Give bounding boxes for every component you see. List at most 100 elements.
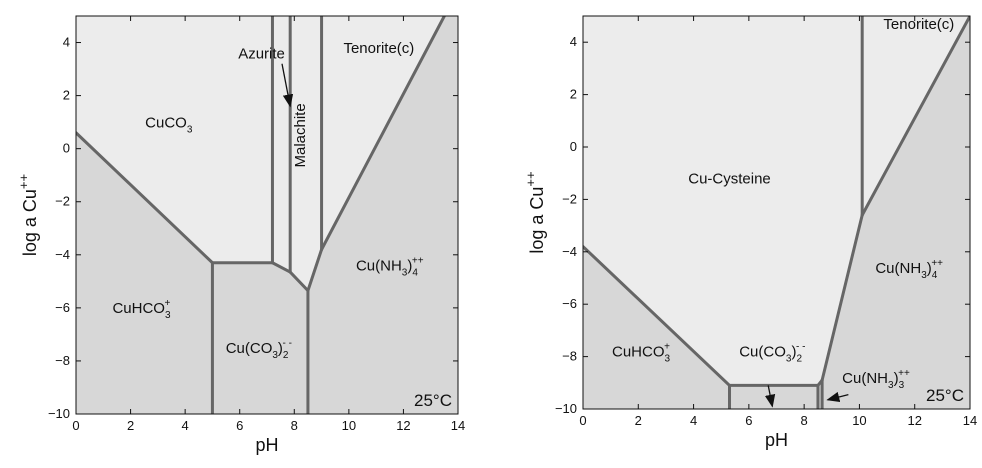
y-tick-label: 0 bbox=[63, 141, 70, 156]
temperature-label: 25°C bbox=[926, 386, 964, 405]
region-label-2-part-0: Cu(NH bbox=[875, 260, 921, 277]
x-tick-label: 10 bbox=[852, 413, 866, 428]
solution-field-2 bbox=[307, 16, 458, 414]
y-axis-title-part-1: ++ bbox=[16, 174, 31, 189]
y-tick-label: −4 bbox=[55, 247, 70, 262]
region-label-0-part-1: 3 bbox=[187, 124, 193, 135]
boundary-line-0 bbox=[583, 245, 732, 387]
x-tick-label: 6 bbox=[236, 418, 243, 433]
region-label-6-part-4: - - bbox=[282, 338, 291, 349]
x-tick-label: 12 bbox=[396, 418, 410, 433]
boundary-line-4 bbox=[270, 261, 292, 274]
y-tick-label: −2 bbox=[55, 194, 70, 209]
solution-field-1 bbox=[729, 16, 970, 409]
region-label-3: CuHCO3+ bbox=[612, 342, 671, 365]
y-axis-title: log a Cu++ bbox=[523, 171, 547, 253]
y-tick-label: −10 bbox=[48, 406, 70, 421]
boundary-line-8 bbox=[306, 247, 324, 293]
x-tick-label: 2 bbox=[127, 418, 134, 433]
region-label-1-part-0: Tenorite(c) bbox=[883, 16, 954, 33]
region-label-0-part-0: Cu-Cysteine bbox=[688, 171, 771, 188]
x-axis-title: pH bbox=[255, 435, 278, 455]
region-label-2-part-2: ) bbox=[927, 260, 932, 277]
region-label-0-part-0: CuCO bbox=[145, 114, 187, 131]
x-tick-label: 6 bbox=[745, 413, 752, 428]
region-label-5: CuHCO3+ bbox=[112, 298, 171, 321]
solution-field-0 bbox=[76, 132, 213, 414]
plot-frame bbox=[75, 15, 459, 415]
region-label-4-part-4: ++ bbox=[412, 256, 424, 267]
y-tick-label: 4 bbox=[63, 35, 70, 50]
region-label-3-part-1: 3 bbox=[665, 354, 671, 365]
x-tick-label: 4 bbox=[182, 418, 189, 433]
region-label-5-part-2: + bbox=[165, 298, 171, 309]
region-label-4: Cu(NH3)4++ bbox=[356, 256, 424, 279]
region-label-6: Cu(CO3)2- - bbox=[226, 338, 292, 361]
region-label-5-part-0: CuHCO bbox=[112, 300, 165, 317]
y-axis-title-part-1: ++ bbox=[523, 171, 538, 186]
x-tick-label: 14 bbox=[963, 413, 977, 428]
region-label-1-part-0: Azurite bbox=[238, 45, 285, 62]
boundary-line-8 bbox=[860, 16, 970, 217]
x-tick-label: 4 bbox=[690, 413, 697, 428]
x-tick-label: 2 bbox=[635, 413, 642, 428]
region-label-4-part-2: ) bbox=[407, 258, 412, 275]
y-axis-title: log a Cu++ bbox=[16, 174, 40, 256]
y-tick-label: −2 bbox=[562, 191, 577, 206]
field-fills bbox=[76, 16, 458, 414]
region-label-0: CuCO3 bbox=[145, 114, 193, 135]
y-tick-label: −6 bbox=[55, 300, 70, 315]
x-tick-label: 8 bbox=[291, 418, 298, 433]
region-label-3-part-0: CuHCO bbox=[612, 344, 665, 361]
region-label-4-part-3: 2 bbox=[796, 354, 802, 365]
region-label-4-part-4: - - bbox=[796, 342, 805, 353]
y-tick-label: −8 bbox=[562, 349, 577, 364]
x-tick-label: 10 bbox=[342, 418, 356, 433]
region-label-4-part-0: Cu(CO bbox=[739, 344, 786, 361]
x-tick-label: 0 bbox=[72, 418, 79, 433]
y-tick-label: −8 bbox=[55, 353, 70, 368]
region-label-5: Cu(NH3)3++ bbox=[842, 368, 910, 391]
x-tick-label: 0 bbox=[579, 413, 586, 428]
region-label-2-part-3: 4 bbox=[932, 270, 938, 281]
solution-field-1 bbox=[212, 262, 308, 414]
y-tick-label: 0 bbox=[570, 139, 577, 154]
region-label-3: Tenorite(c) bbox=[343, 40, 414, 57]
region-label-2: Cu(NH3)4++ bbox=[875, 258, 943, 281]
region-label-4-part-1: 3 bbox=[402, 268, 408, 279]
region-label-6-part-1: 3 bbox=[272, 350, 278, 361]
region-label-3-part-2: + bbox=[664, 342, 670, 353]
region-label-3-part-0: Tenorite(c) bbox=[343, 40, 414, 57]
region-label-5-part-0: Cu(NH bbox=[842, 370, 888, 387]
region-label-6-part-2: ) bbox=[278, 340, 283, 357]
region-label-2-part-0: Malachite bbox=[292, 103, 309, 167]
pointer-arrow-0 bbox=[764, 385, 776, 408]
pointer-arrow-1 bbox=[826, 391, 849, 403]
y-tick-label: −6 bbox=[562, 296, 577, 311]
region-label-0: Cu-Cysteine bbox=[688, 171, 771, 188]
region-label-2-part-4: ++ bbox=[931, 258, 943, 269]
region-label-5-part-3: 3 bbox=[899, 380, 905, 391]
region-label-5-part-2: ) bbox=[894, 370, 899, 387]
boundary-line-0 bbox=[76, 131, 214, 265]
boundary-line-10 bbox=[320, 16, 446, 251]
region-label-1: Tenorite(c) bbox=[883, 16, 954, 33]
field-fills bbox=[583, 16, 970, 409]
y-tick-label: 4 bbox=[570, 34, 577, 49]
temperature-label: 25°C bbox=[414, 391, 452, 410]
y-tick-label: −10 bbox=[555, 401, 577, 416]
region-label-1: Azurite bbox=[238, 45, 285, 62]
y-tick-label: 2 bbox=[63, 88, 70, 103]
plot-frame bbox=[582, 15, 971, 410]
region-label-6-part-3: 2 bbox=[283, 350, 289, 361]
x-tick-label: 14 bbox=[451, 418, 465, 433]
y-axis-title-part-0: log a Cu bbox=[20, 189, 40, 256]
pointer-arrow-0 bbox=[281, 63, 294, 108]
boundary-line-6 bbox=[288, 270, 310, 293]
x-axis-title: pH bbox=[765, 430, 788, 450]
y-tick-label: −4 bbox=[562, 244, 577, 259]
